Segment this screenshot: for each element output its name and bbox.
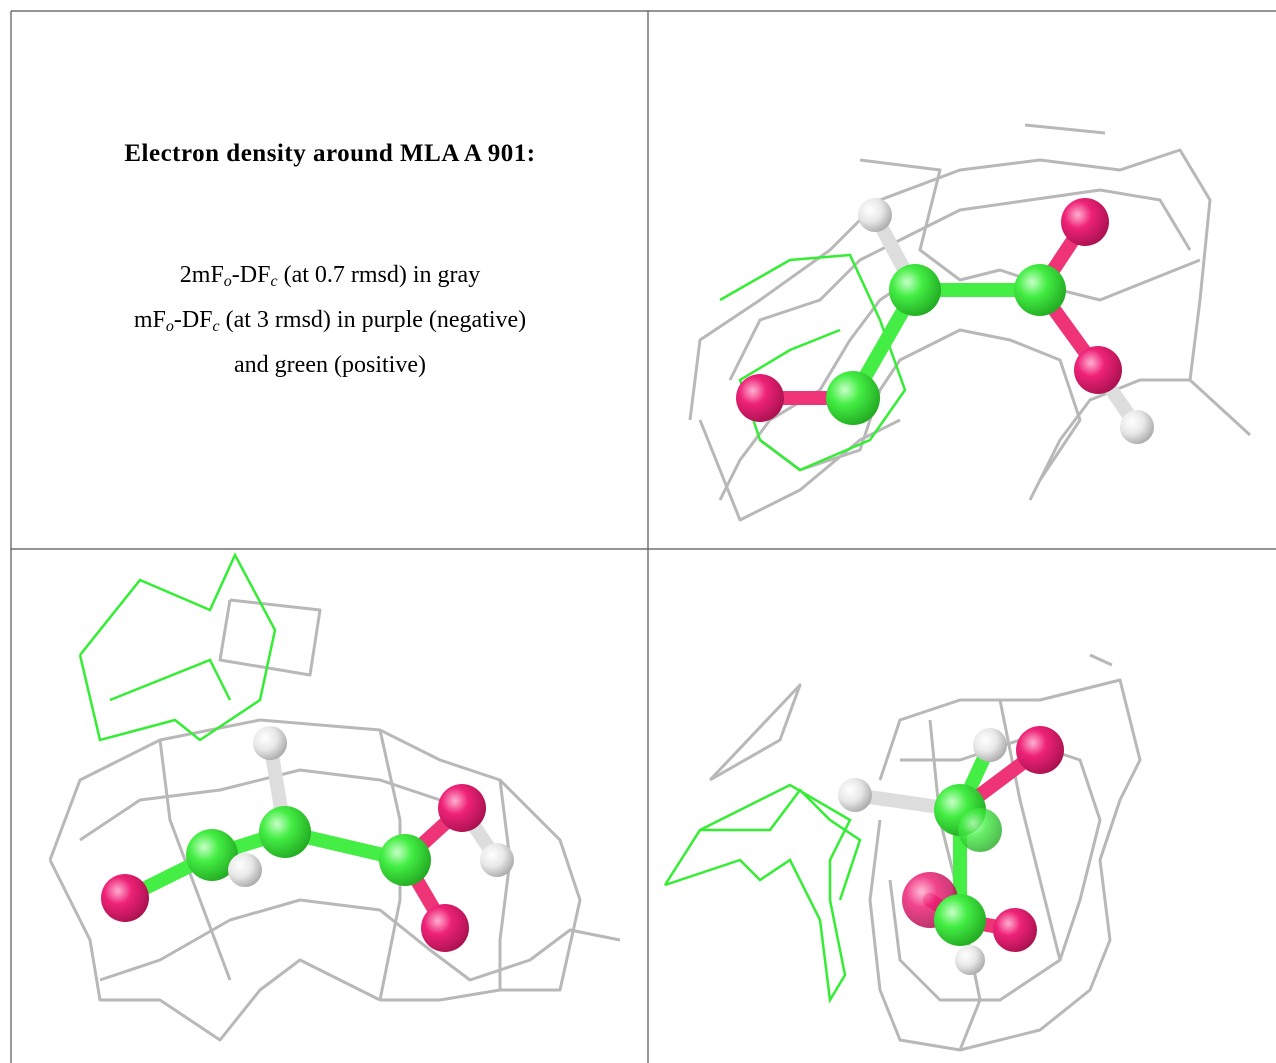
page: Electron density around MLA A 901: 2mFo-… <box>0 0 1276 1063</box>
subscript: c <box>270 273 277 290</box>
density-view-2 <box>50 555 620 1040</box>
caption-text: mF <box>134 307 166 333</box>
caption-text: -DF <box>174 307 213 333</box>
title: Electron density around MLA A 901: <box>12 140 648 168</box>
caption-text: -DF <box>232 262 271 288</box>
text-cell: Electron density around MLA A 901: 2mFo-… <box>12 12 648 548</box>
caption-line: and green (positive) <box>12 346 648 384</box>
caption-line: 2mFo-DFc (at 0.7 rmsd) in gray <box>12 256 648 301</box>
caption-text: (at 3 rmsd) in purple (negative) <box>220 307 527 333</box>
subscript: o <box>166 318 174 335</box>
caption-text: 2mF <box>180 262 224 288</box>
density-view-1 <box>690 125 1250 520</box>
density-view-3 <box>665 655 1140 1050</box>
caption-text: and green (positive) <box>234 352 426 378</box>
subscript: o <box>224 273 232 290</box>
subscript: c <box>213 318 220 335</box>
caption-line: mFo-DFc (at 3 rmsd) in purple (negative) <box>12 301 648 346</box>
caption-text: (at 0.7 rmsd) in gray <box>278 262 481 288</box>
